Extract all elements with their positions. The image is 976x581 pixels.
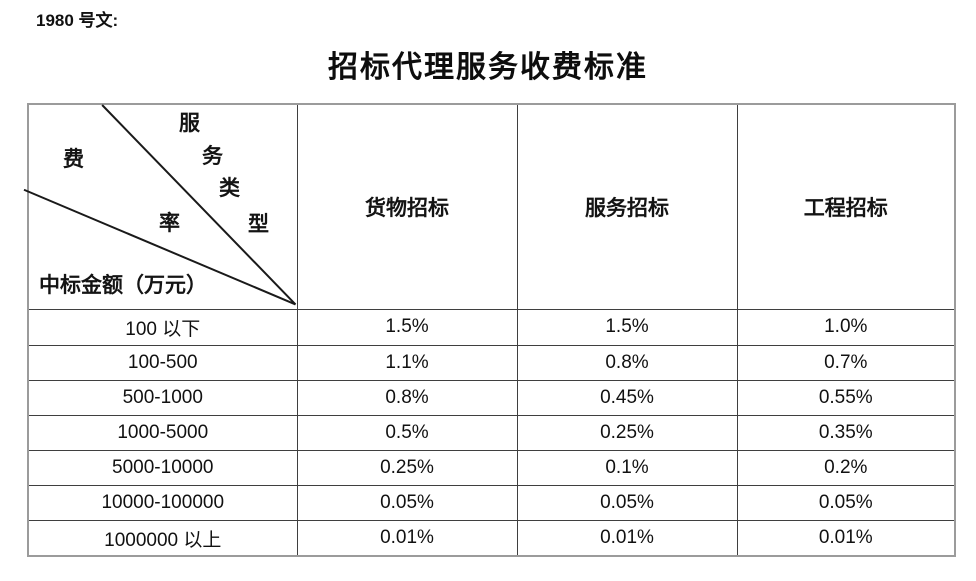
- service-type-char-1: 服: [179, 111, 200, 135]
- table-row: 100-500 1.1% 0.8% 0.7%: [27, 344, 956, 381]
- engineering-rate-cell: 1.0%: [736, 309, 956, 346]
- engineering-rate-cell: 0.7%: [736, 344, 956, 381]
- rate-char: 率: [159, 211, 180, 235]
- doc-reference-number: 1980 号文:: [36, 11, 119, 30]
- service-type-char-2: 务: [202, 144, 223, 168]
- engineering-rate-cell: 0.55%: [736, 379, 956, 416]
- engineering-rate-cell: 0.2%: [736, 449, 956, 487]
- service-type-char-4: 型: [248, 212, 269, 236]
- goods-rate-cell: 0.5%: [296, 414, 518, 451]
- amount-range-cell: 500-1000: [27, 379, 298, 416]
- services-rate-cell: 0.1%: [516, 449, 738, 487]
- amount-range-cell: 5000-10000: [27, 449, 298, 487]
- services-rate-cell: 1.5%: [516, 309, 738, 346]
- goods-rate-cell: 0.01%: [296, 520, 518, 557]
- table-row: 1000-5000 0.5% 0.25% 0.35%: [27, 414, 956, 451]
- table-row: 1000000 以上 0.01% 0.01% 0.01%: [27, 520, 956, 557]
- diagonal-split-lines: [23, 104, 297, 306]
- amount-range-cell: 1000-5000: [27, 414, 298, 451]
- services-rate-cell: 0.45%: [516, 379, 738, 416]
- amount-range-cell: 100-500: [27, 344, 298, 381]
- column-header-services: 服务招标: [516, 103, 738, 311]
- diagonal-header-cell: 费 服 务 类 型 率 中标金额（万元）: [23, 103, 298, 311]
- table-row: 5000-10000 0.25% 0.1% 0.2%: [27, 449, 956, 487]
- amount-axis-label: 中标金额（万元）: [39, 273, 207, 297]
- column-header-goods: 货物招标: [296, 103, 518, 311]
- page-title: 招标代理服务收费标准: [328, 51, 648, 84]
- amount-range-cell: 100 以下: [27, 309, 298, 346]
- engineering-rate-cell: 0.05%: [736, 485, 956, 522]
- goods-rate-cell: 0.05%: [296, 485, 518, 522]
- fee-char: 费: [63, 147, 84, 171]
- service-type-char-3: 类: [219, 176, 240, 200]
- goods-rate-cell: 1.5%: [296, 309, 518, 346]
- goods-rate-cell: 0.25%: [296, 449, 518, 487]
- goods-rate-cell: 0.8%: [296, 379, 518, 416]
- goods-rate-cell: 1.1%: [296, 344, 518, 381]
- table-row: 100 以下 1.5% 1.5% 1.0%: [27, 309, 956, 346]
- table-header-row: 费 服 务 类 型 率 中标金额（万元） 货物招标 服务招标 工程招标: [23, 103, 956, 311]
- amount-range-cell: 10000-100000: [27, 485, 298, 522]
- amount-range-cell: 1000000 以上: [27, 520, 298, 557]
- table-row: 500-1000 0.8% 0.45% 0.55%: [27, 379, 956, 416]
- engineering-rate-cell: 0.35%: [736, 414, 956, 451]
- column-header-engineering: 工程招标: [736, 103, 956, 311]
- services-rate-cell: 0.01%: [516, 520, 738, 557]
- services-rate-cell: 0.05%: [516, 485, 738, 522]
- services-rate-cell: 0.25%: [516, 414, 738, 451]
- engineering-rate-cell: 0.01%: [736, 520, 956, 557]
- table-row: 10000-100000 0.05% 0.05% 0.05%: [27, 485, 956, 522]
- services-rate-cell: 0.8%: [516, 344, 738, 381]
- fee-standard-table: 费 服 务 类 型 率 中标金额（万元） 货物招标 服务招标 工程招标 100 …: [23, 103, 956, 557]
